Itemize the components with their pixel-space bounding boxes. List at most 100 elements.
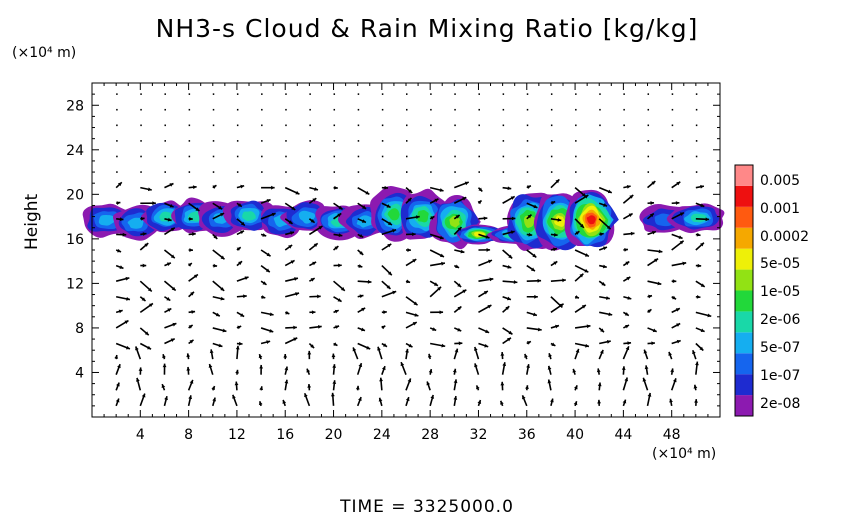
wind-vector-head	[213, 263, 218, 268]
wind-vector-head	[271, 212, 276, 217]
wind-vector-head	[195, 207, 200, 211]
wind-vector-head	[599, 349, 604, 354]
wind-vector-head	[117, 182, 122, 187]
wind-vector-head	[330, 392, 335, 397]
wind-vector-head	[580, 223, 584, 228]
wind-vector-head	[606, 296, 610, 300]
wind-vector-head	[510, 196, 515, 200]
wind-vector-head	[186, 353, 191, 358]
wind-vector-head	[412, 322, 417, 326]
wind-vector-head	[670, 368, 675, 373]
wind-vector-head	[144, 243, 149, 247]
wind-vector-head	[377, 346, 381, 351]
wind-vector-head	[625, 346, 630, 351]
wind-vector-head	[457, 283, 462, 288]
cloud-contour	[387, 208, 400, 221]
wind-vector-head	[676, 181, 681, 186]
wind-vector-head	[581, 305, 586, 309]
colorbar-label: 5e-07	[760, 340, 800, 356]
wind-vector-head	[192, 185, 197, 190]
wind-vector-head	[675, 308, 680, 312]
wind-vector-head	[574, 385, 578, 390]
wind-vector-head	[573, 401, 578, 406]
wind-vector-head	[603, 246, 608, 251]
wind-vector-head	[500, 352, 505, 356]
x-tick-label: 12	[228, 427, 246, 443]
wind-vector-head	[312, 261, 317, 266]
wind-vector-head	[162, 363, 167, 368]
wind-vector-head	[597, 399, 602, 404]
wind-vector-head	[142, 263, 147, 268]
wind-vector-head	[603, 203, 608, 207]
wind-vector-head	[266, 340, 271, 344]
wind-vector-head	[453, 396, 458, 400]
wind-vector-head	[138, 367, 143, 372]
colorbar-label: 2e-08	[760, 396, 800, 412]
wind-vector-head	[668, 351, 672, 356]
wind-vector-head	[407, 197, 412, 202]
wind-vector-head	[697, 263, 702, 268]
wind-vector-head	[188, 324, 193, 329]
wind-vector-field	[114, 93, 712, 407]
wind-vector-head	[453, 379, 458, 384]
wind-vector-head	[282, 399, 287, 404]
wind-vector-head	[484, 343, 489, 348]
wind-vector-head	[361, 307, 366, 312]
wind-vector-head	[525, 385, 529, 390]
wind-vector-head	[584, 253, 589, 257]
wind-vector-head	[125, 345, 130, 350]
wind-vector-head	[335, 325, 340, 329]
wind-vector-head	[682, 261, 687, 266]
wind-vector-head	[144, 331, 149, 336]
wind-vector-head	[596, 368, 601, 373]
wind-vector-head	[259, 386, 264, 391]
wind-vector-head	[361, 327, 366, 332]
wind-vector-head	[191, 310, 196, 314]
wind-vector-head	[648, 294, 653, 299]
wind-vector-head	[582, 192, 586, 197]
colorbar-swatch	[735, 227, 753, 249]
wind-vector-head	[553, 261, 558, 265]
wind-vector-head	[271, 185, 275, 190]
wind-vector-head	[679, 240, 684, 245]
wind-vector-head	[586, 324, 591, 329]
wind-vector-head	[378, 397, 383, 402]
wind-vector-head	[508, 330, 513, 335]
wind-vector-head	[413, 301, 418, 306]
wind-vector-head	[237, 325, 242, 330]
wind-vector-head	[500, 400, 504, 405]
wind-vector-head	[700, 184, 704, 189]
wind-vector-head	[553, 232, 558, 237]
wind-vector-head	[676, 339, 681, 344]
wind-vector-head	[135, 346, 139, 351]
y-tick-label: 24	[66, 143, 84, 159]
wind-vector-head	[211, 386, 215, 391]
y-tick-label: 20	[66, 187, 84, 203]
wind-vector-head	[218, 343, 223, 348]
wind-vector-head	[220, 255, 225, 260]
wind-vector-head	[361, 219, 366, 223]
wind-vector-head	[265, 268, 270, 273]
wind-vector-head	[679, 212, 684, 216]
wind-vector-head	[457, 227, 462, 231]
wind-vector-head	[430, 394, 435, 399]
wind-vector-head	[192, 232, 196, 236]
wind-vector-head	[507, 265, 512, 269]
wind-vector-head	[387, 243, 392, 248]
wind-vector-head	[530, 267, 535, 272]
wind-vector-head	[485, 329, 490, 334]
wind-vector-head	[332, 364, 337, 368]
colorbar-swatch	[735, 269, 753, 291]
wind-vector-head	[405, 397, 410, 402]
y-tick-label: 12	[66, 276, 84, 292]
wind-vector-head	[607, 189, 612, 194]
wind-vector-head	[382, 343, 387, 347]
wind-vector-head	[381, 325, 386, 330]
wind-vector-head	[148, 303, 153, 308]
wind-vector-head	[266, 199, 271, 203]
colorbar-label: 0.0002	[760, 229, 809, 245]
wind-vector-head	[235, 369, 240, 374]
wind-vector-head	[696, 294, 701, 299]
wind-vector-head	[317, 294, 321, 299]
wind-vector-head	[584, 268, 589, 273]
